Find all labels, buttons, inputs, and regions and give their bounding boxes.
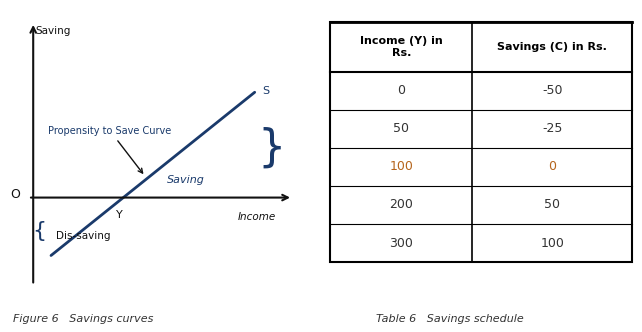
Text: }: }: [257, 127, 286, 170]
Text: 0: 0: [548, 160, 557, 173]
Text: 200: 200: [390, 199, 413, 211]
Text: Figure 6   Savings curves: Figure 6 Savings curves: [13, 314, 153, 324]
Text: 100: 100: [390, 160, 413, 173]
Text: 300: 300: [390, 237, 413, 250]
Text: Table 6   Savings schedule: Table 6 Savings schedule: [376, 314, 523, 324]
Text: Dis-saving: Dis-saving: [56, 231, 110, 241]
Text: Y: Y: [116, 210, 123, 220]
Text: Saving: Saving: [167, 175, 205, 185]
Text: 50: 50: [394, 122, 410, 135]
Text: Income (Y) in
Rs.: Income (Y) in Rs.: [360, 36, 443, 58]
Text: Savings (C) in Rs.: Savings (C) in Rs.: [498, 42, 607, 52]
Text: S: S: [263, 86, 270, 96]
Text: 100: 100: [541, 237, 564, 250]
Text: Propensity to Save Curve: Propensity to Save Curve: [49, 126, 171, 173]
Text: 50: 50: [544, 199, 560, 211]
Text: Income: Income: [238, 211, 276, 222]
Text: -25: -25: [542, 122, 562, 135]
Text: Saving: Saving: [36, 26, 71, 36]
Text: {: {: [33, 221, 47, 241]
Text: -50: -50: [542, 84, 562, 97]
Text: O: O: [11, 188, 21, 201]
Text: 0: 0: [397, 84, 405, 97]
